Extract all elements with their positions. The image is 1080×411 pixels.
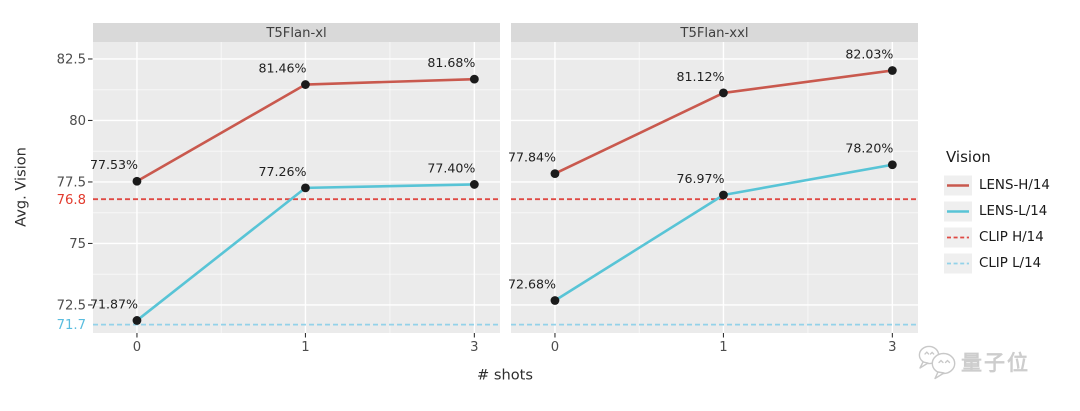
legend-item-label: CLIP H/14 bbox=[979, 230, 1044, 245]
data-point-lens-h-14-1 bbox=[301, 80, 310, 89]
legend-item-label: CLIP L/14 bbox=[979, 256, 1042, 271]
data-point-lens-h-14-1 bbox=[719, 88, 728, 98]
data-point-lens-h-14-0 bbox=[132, 176, 142, 186]
wechat-bubbles-icon bbox=[918, 345, 956, 380]
facet-strip-title-t5flan-xxl: T5Flan-xxl bbox=[679, 26, 748, 41]
facet-strip bbox=[93, 23, 500, 42]
facet-strip bbox=[511, 23, 918, 42]
y-tick-label: 75 bbox=[69, 237, 86, 252]
x-tick-label: 3 bbox=[888, 340, 896, 355]
data-point-label: 78.20% bbox=[845, 141, 893, 156]
y-tick-label: 72.5 bbox=[57, 299, 86, 314]
y-tick-label-highlight: 71.7 bbox=[57, 318, 86, 333]
data-point-label: 76.97% bbox=[676, 171, 724, 186]
watermark-text: 量子位 bbox=[961, 351, 1030, 375]
data-point-label: 81.46% bbox=[258, 61, 306, 76]
legend-key-background bbox=[944, 253, 972, 274]
legend-key-clip-h-14 bbox=[944, 227, 972, 248]
data-point-lens-h-14-3 bbox=[887, 66, 897, 75]
legend-item-label: LENS-H/14 bbox=[979, 178, 1050, 193]
panel-background bbox=[93, 42, 500, 333]
x-tick-label: 0 bbox=[133, 340, 141, 355]
legend-key-background bbox=[944, 227, 972, 248]
legend-item-lens-h-14: LENS-H/14 bbox=[944, 175, 1050, 196]
data-point-label: 81.68% bbox=[427, 55, 475, 70]
data-point-lens-l-14-3 bbox=[887, 160, 897, 170]
x-tick-label: 3 bbox=[470, 340, 478, 355]
legend-item-label: LENS-L/14 bbox=[979, 204, 1048, 219]
y-tick-label: 77.5 bbox=[57, 176, 86, 191]
data-point-label: 77.26% bbox=[258, 164, 306, 179]
data-point-lens-l-14-1 bbox=[719, 190, 728, 200]
y-tick-label: 80 bbox=[69, 114, 86, 129]
data-point-label: 82.03% bbox=[845, 47, 893, 62]
data-point-label: 77.84% bbox=[508, 150, 556, 165]
facet-strip-title-t5flan-xl: T5Flan-xl bbox=[265, 26, 326, 41]
x-axis-title: # shots bbox=[477, 366, 533, 384]
y-axis-title: Avg. Vision bbox=[12, 147, 30, 227]
x-tick-label: 0 bbox=[551, 340, 559, 355]
data-point-label: 77.40% bbox=[427, 160, 475, 175]
data-point-lens-h-14-3 bbox=[469, 74, 479, 84]
x-tick-label: 1 bbox=[719, 340, 727, 355]
data-point-label: 81.12% bbox=[676, 69, 724, 84]
legend: Vision LENS-H/14 LENS-L/14 CLIP H/14 CLIP L… bbox=[944, 148, 1050, 279]
legend-key-lens-l-14 bbox=[944, 201, 972, 222]
x-tick-label: 1 bbox=[301, 340, 309, 355]
legend-key-lens-h-14 bbox=[944, 175, 972, 196]
y-tick-label-highlight: 76.8 bbox=[57, 193, 86, 208]
legend-key-clip-l-14 bbox=[944, 253, 972, 274]
data-point-label: 71.87% bbox=[90, 296, 138, 311]
data-point-lens-l-14-0 bbox=[550, 296, 560, 305]
legend-item-clip-h-14: CLIP H/14 bbox=[944, 227, 1050, 248]
data-point-lens-l-14-1 bbox=[301, 183, 310, 193]
y-tick-label: 82.5 bbox=[57, 53, 86, 68]
data-point-lens-l-14-0 bbox=[132, 316, 142, 325]
legend-title: Vision bbox=[946, 148, 991, 166]
data-point-lens-h-14-0 bbox=[550, 169, 560, 179]
data-point-label: 77.53% bbox=[90, 157, 138, 172]
data-point-label: 72.68% bbox=[508, 277, 556, 292]
legend-item-lens-l-14: LENS-L/14 bbox=[944, 201, 1050, 222]
legend-items: LENS-H/14 LENS-L/14 CLIP H/14 CLIP L/14 bbox=[944, 175, 1050, 274]
data-point-lens-l-14-3 bbox=[469, 180, 479, 189]
watermark: 量子位 bbox=[916, 344, 1030, 380]
legend-item-clip-l-14: CLIP L/14 bbox=[944, 253, 1050, 274]
